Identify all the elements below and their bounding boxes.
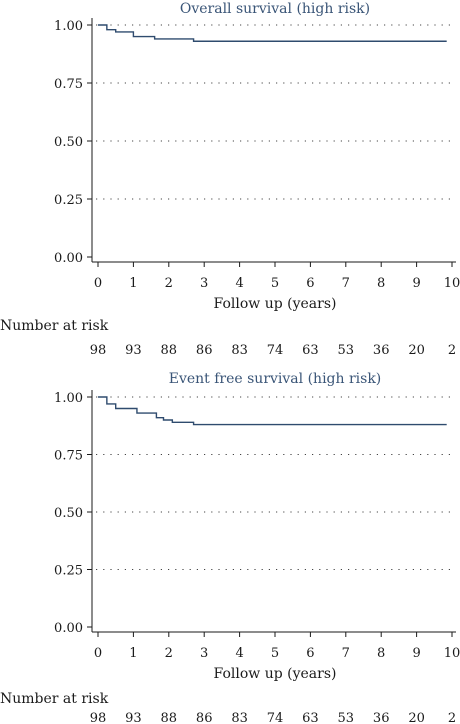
risk-count: 98: [90, 711, 107, 724]
x-tick-label: 10: [444, 276, 460, 291]
y-tick-label: 0.00: [54, 251, 83, 266]
x-axis-title: Follow up (years): [214, 296, 337, 312]
risk-count: 93: [125, 711, 142, 724]
x-tick-label: 2: [165, 646, 173, 661]
x-axis-title: Follow up (years): [214, 666, 337, 682]
x-tick-label: 3: [200, 276, 208, 291]
risk-count: 63: [302, 343, 319, 358]
chart-panel-2: Event free survival (high risk) 0.00 0.25 0…: [0, 371, 460, 724]
risk-count: 63: [302, 711, 319, 724]
risk-count: 20: [408, 711, 425, 724]
survival-curve: [98, 396, 447, 426]
risk-count: 83: [231, 343, 248, 358]
risk-count: 93: [125, 343, 142, 358]
x-tick-label: 4: [235, 276, 243, 291]
x-tick-label: 5: [271, 646, 279, 661]
y-tick-label: 1.00: [54, 391, 83, 406]
y-tick-label: 0.75: [54, 449, 83, 464]
risk-count: 86: [196, 343, 213, 358]
x-tick-label: 1: [129, 646, 137, 661]
x-tick-label: 5: [271, 276, 279, 291]
x-tick-label: 7: [342, 646, 350, 661]
x-tick-label: 9: [412, 646, 420, 661]
risk-count: 20: [408, 343, 425, 358]
chart-title: Event free survival (high risk): [169, 371, 382, 387]
risk-count: 88: [161, 343, 178, 358]
x-tick-label: 4: [235, 646, 243, 661]
x-tick-label: 8: [377, 646, 385, 661]
x-tick-label: 8: [377, 276, 385, 291]
risk-count: 83: [231, 711, 248, 724]
risk-count: 98: [90, 343, 107, 358]
y-tick-label: 0.00: [54, 621, 83, 636]
x-tick-label: 2: [165, 276, 173, 291]
x-tick-label: 6: [306, 276, 314, 291]
y-tick-label: 0.25: [54, 193, 83, 208]
y-tick-label: 0.25: [54, 564, 83, 579]
risk-count: 2: [448, 343, 456, 358]
chart-panel-1: Overall survival (high risk) 0.00 0.25 0.50…: [0, 1, 460, 358]
chart-title: Overall survival (high risk): [180, 1, 370, 17]
survival-curve: [98, 24, 447, 42]
risk-count: 74: [267, 343, 284, 358]
x-tick-label: 6: [306, 646, 314, 661]
risk-count: 88: [161, 711, 178, 724]
x-tick-label: 9: [412, 276, 420, 291]
risk-count: 2: [448, 711, 456, 724]
risk-count: 86: [196, 711, 213, 724]
x-tick-label: 10: [444, 646, 460, 661]
risk-count: 36: [373, 711, 390, 724]
risk-table-label: Number at risk: [0, 691, 109, 707]
x-tick-label: 3: [200, 646, 208, 661]
x-tick-label: 1: [129, 276, 137, 291]
x-tick-label: 0: [94, 646, 102, 661]
x-tick-label: 0: [94, 276, 102, 291]
risk-count: 53: [338, 711, 355, 724]
risk-count: 74: [267, 711, 284, 724]
risk-count: 53: [338, 343, 355, 358]
risk-count: 36: [373, 343, 390, 358]
x-tick-label: 7: [342, 276, 350, 291]
risk-table-label: Number at risk: [0, 318, 109, 334]
y-tick-label: 1.00: [54, 19, 83, 34]
y-tick-label: 0.50: [54, 506, 83, 521]
y-tick-label: 0.75: [54, 77, 83, 92]
y-tick-label: 0.50: [54, 135, 83, 150]
